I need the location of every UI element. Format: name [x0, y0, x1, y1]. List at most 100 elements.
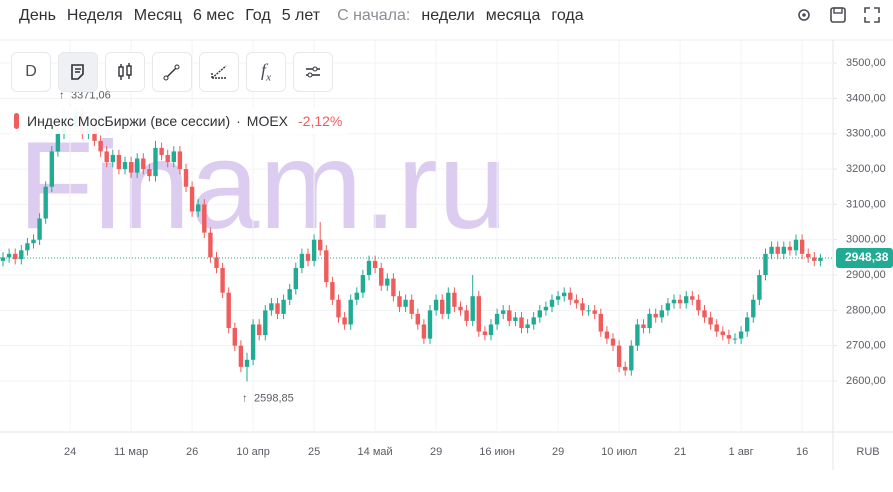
candle-body — [610, 338, 616, 346]
candle-body — [183, 169, 189, 187]
extreme-arrow: ↑ — [59, 90, 65, 102]
candle-body — [287, 289, 292, 300]
notes-tool[interactable] — [58, 52, 98, 92]
candle-body — [537, 310, 542, 318]
x-tick-label: 24 — [64, 446, 76, 458]
candle-body — [336, 299, 341, 318]
candle-body — [598, 313, 603, 332]
candle-body — [135, 158, 140, 173]
candle-body — [281, 299, 286, 314]
since-button[interactable]: месяца — [485, 7, 541, 24]
candle-body — [214, 257, 219, 268]
period-button[interactable]: Месяц — [133, 7, 182, 24]
candle-body — [342, 317, 347, 325]
extreme-label: 2598,85 — [254, 392, 294, 404]
since-button[interactable]: года — [551, 7, 584, 24]
candle-body — [586, 310, 591, 312]
candle-body — [49, 151, 54, 187]
extreme-label: 3371,06 — [71, 90, 111, 102]
candle-body — [751, 299, 756, 318]
candle-body — [501, 310, 506, 314]
candle-body — [769, 246, 774, 254]
candle-body — [305, 253, 311, 261]
y-tick-label: 3500,00 — [846, 57, 886, 69]
y-tick-label: 3400,00 — [846, 92, 886, 104]
interval-button[interactable]: D — [11, 52, 51, 92]
period-button[interactable]: День — [19, 7, 56, 24]
candle-body — [110, 154, 115, 163]
candle-body — [232, 328, 237, 346]
candle-body — [580, 303, 585, 311]
candle-body — [592, 310, 597, 314]
candle-body — [568, 292, 573, 300]
candle-body — [513, 317, 518, 321]
chart-type-tool[interactable] — [105, 52, 145, 92]
legend-ticker: MOEX — [246, 113, 289, 129]
candle-body — [476, 296, 481, 332]
candle-body — [269, 303, 274, 311]
candle-body — [19, 250, 24, 260]
candle-body — [171, 151, 176, 163]
candle-body — [757, 275, 762, 300]
candle-body — [690, 296, 695, 300]
x-tick-label: 21 — [674, 446, 686, 458]
candle-body — [116, 154, 122, 170]
period-button[interactable]: 6 мес — [192, 7, 235, 24]
since-label: С начала: — [337, 7, 411, 24]
y-tick-label: 3100,00 — [846, 198, 886, 210]
candle-body — [330, 282, 335, 300]
fullscreen-icon[interactable] — [861, 4, 883, 26]
candle-body — [299, 253, 305, 268]
candle-body — [37, 218, 42, 240]
settings-tool[interactable] — [293, 52, 333, 92]
candle-body — [812, 257, 817, 261]
candle-body — [696, 299, 701, 311]
candle-body — [165, 154, 170, 163]
y-tick-label: 2600,00 — [846, 375, 886, 387]
candle-body — [641, 324, 646, 329]
candle-body — [226, 292, 231, 329]
legend: Индекс МосБиржи (все сессии) · MOEX -2,1… — [10, 108, 351, 134]
candle-body — [604, 331, 610, 339]
y-tick-label: 3000,00 — [846, 234, 886, 246]
candle-body — [421, 324, 427, 339]
candle-body — [122, 162, 128, 170]
candle-body — [494, 313, 500, 325]
candle-body — [403, 299, 408, 307]
y-tick-label: 2700,00 — [846, 340, 886, 352]
toolbar: День Неделя Месяц 6 мес Год 5 лет С начала: нед… — [0, 0, 893, 32]
candle-body — [31, 239, 36, 244]
candle-body — [324, 250, 329, 283]
period-button[interactable]: 5 лет — [281, 7, 321, 24]
candle-body — [153, 147, 158, 177]
candle-body — [714, 324, 719, 332]
x-tick-label: 26 — [186, 446, 198, 458]
y-tick-label: 2800,00 — [846, 304, 886, 316]
x-tick-label: 29 — [552, 446, 564, 458]
legend-change: -2,12% — [298, 113, 343, 129]
indicators-tool[interactable]: fx — [246, 52, 286, 92]
candle-body — [385, 278, 390, 286]
fib-tool[interactable] — [199, 52, 239, 92]
candle-body — [616, 345, 622, 367]
candle-body — [452, 292, 457, 307]
candle-body — [354, 292, 359, 300]
x-tick-label: 29 — [430, 446, 442, 458]
candle-body — [726, 335, 732, 339]
last-price-label: 2948,38 — [845, 250, 889, 264]
since-button[interactable]: недели — [421, 7, 475, 24]
candle-body — [549, 299, 555, 307]
candle-body — [311, 239, 317, 261]
candle-body — [464, 310, 469, 321]
candle-body — [519, 317, 524, 329]
save-icon[interactable] — [827, 4, 849, 26]
candle-body — [806, 253, 811, 258]
period-button[interactable]: Год — [245, 7, 271, 24]
candle-body — [653, 313, 658, 318]
settings-icon[interactable] — [793, 4, 815, 26]
candle-body — [366, 260, 372, 276]
candle-body — [379, 267, 384, 286]
candle-body — [446, 292, 451, 314]
line-tool[interactable] — [152, 52, 192, 92]
period-button[interactable]: Неделя — [66, 7, 123, 24]
